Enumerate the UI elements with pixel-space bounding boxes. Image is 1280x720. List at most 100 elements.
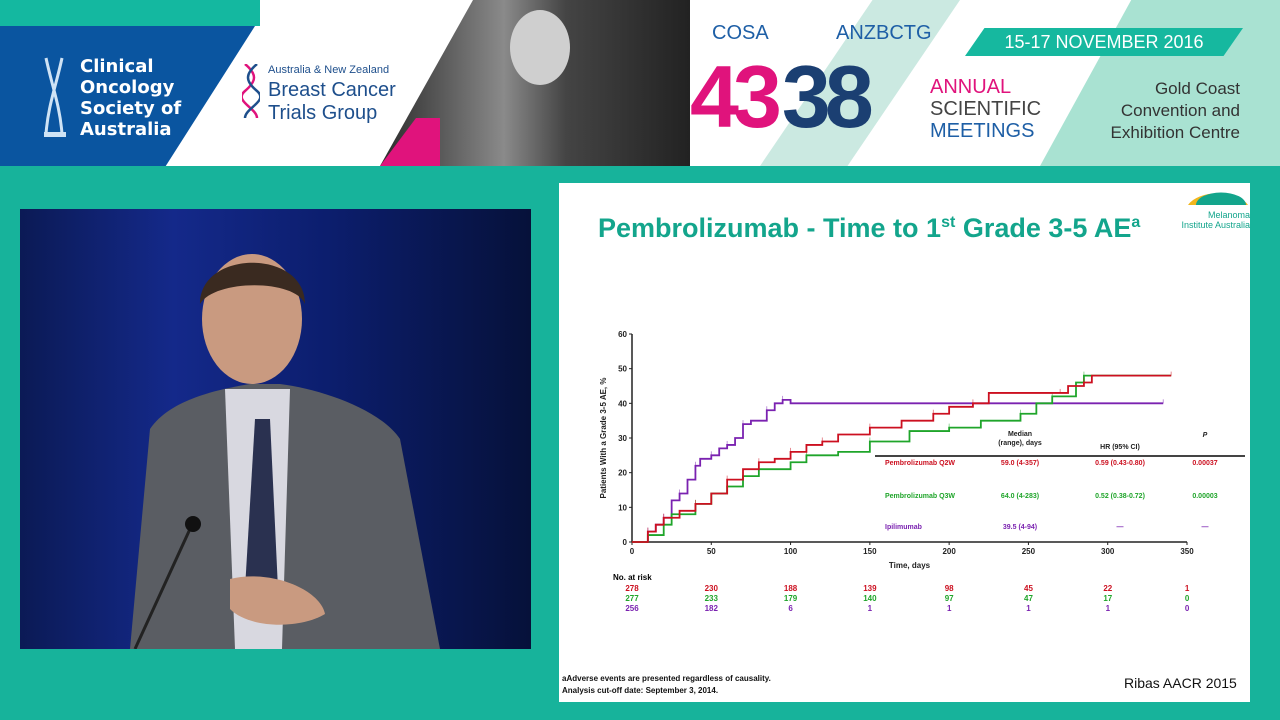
table-cell-median: 59.0 (4-357) [1000, 460, 1040, 467]
number-38: 38 [781, 47, 874, 146]
table-cell-hr: — [1116, 524, 1124, 531]
anzbctg-name: Breast Cancer Trials Group [268, 79, 396, 125]
series-line-pembrolizumab-q3w [632, 374, 1172, 543]
at-risk-value: 22 [1103, 584, 1113, 593]
org-line: Oncology [80, 77, 175, 98]
x-axis-label: Time, days [889, 561, 931, 570]
at-risk-value: 277 [625, 594, 639, 603]
at-risk-value: 1 [946, 604, 952, 613]
footnote-line: aAdverse events are presented regardless… [562, 674, 771, 683]
x-tick-label: 0 [630, 547, 635, 556]
venue: Gold Coast Convention and Exhibition Cen… [1100, 78, 1240, 144]
meeting-line: SCIENTIFIC [930, 98, 1042, 120]
y-axis-label: Patients With a Grade 3-5 AE, % [599, 378, 608, 499]
at-risk-value: 45 [1024, 584, 1033, 593]
meeting-date: 15-17 NOVEMBER 2016 [965, 28, 1243, 56]
at-risk-value: 97 [944, 594, 954, 603]
banner-teal-strip [0, 0, 260, 26]
at-risk-value: 1 [1105, 604, 1111, 613]
speaker-video [20, 209, 531, 649]
title-superscript: st [941, 214, 956, 231]
at-risk-value: 1 [1184, 584, 1190, 593]
footnote: aAdverse events are presented regardless… [562, 673, 771, 697]
at-risk-value: 1 [867, 604, 873, 613]
table-cell-p: — [1201, 524, 1209, 531]
at-risk-value: 256 [625, 604, 639, 613]
x-tick-label: 50 [707, 547, 716, 556]
table-cell-median: 64.0 (4-283) [1000, 493, 1040, 500]
y-tick-label: 50 [618, 365, 627, 374]
at-risk-value: 179 [783, 594, 798, 603]
table-cell-name: Ipilimumab [885, 524, 922, 531]
series-line-ipilimumab [632, 398, 1164, 543]
x-tick-label: 250 [1022, 547, 1036, 556]
km-chart: 0 10 20 30 40 50 60 0 50 100 150 200 250 300 350 Time, … [599, 330, 1194, 570]
table-cell-name: Pembrolizumab Q2W [885, 460, 956, 467]
table-cell-name: Pembrolizumab Q3W [885, 493, 956, 500]
title-text: Grade 3-5 AE [955, 213, 1132, 243]
cosa-org-name: Clinical Oncology Society of Australia [80, 56, 181, 140]
conference-banner: Clinical Oncology Society of Australia A… [0, 0, 1280, 166]
at-risk-value: 17 [1103, 594, 1113, 603]
at-risk-label: No. at risk [613, 573, 652, 582]
speaker-image [130, 254, 440, 649]
at-risk-value: 140 [863, 594, 877, 603]
y-tick-label: 10 [618, 503, 627, 512]
org-line: Australia [80, 119, 172, 140]
venue-line: Convention and [1120, 101, 1240, 120]
footnote-line: Analysis cut-off date: September 3, 2014… [562, 686, 719, 695]
logo-line: Melanoma [1207, 210, 1250, 220]
venue-line: Gold Coast [1154, 79, 1240, 98]
y-tick-label: 0 [623, 538, 628, 547]
cosa-label: COSA [712, 22, 769, 44]
table-header-hr: HR (95% CI) [1100, 444, 1140, 451]
at-risk-value: 98 [944, 584, 954, 593]
y-tick-label: 20 [618, 469, 627, 478]
at-risk-value: 233 [704, 594, 718, 603]
citation: Ribas AACR 2015 [1124, 675, 1237, 691]
org-line: Society of [80, 98, 182, 119]
y-tick-label: 60 [618, 330, 627, 339]
at-risk-value: 0 [1184, 594, 1190, 603]
table-cell-p: 0.00003 [1192, 493, 1218, 500]
table-header-p: P [1202, 432, 1208, 439]
meeting-line: ANNUAL [930, 76, 1012, 98]
number-43: 43 [690, 47, 782, 146]
table-cell-hr: 0.59 (0.43-0.80) [1095, 460, 1145, 467]
at-risk-value: 0 [1184, 604, 1190, 613]
table-cell-p: 0.00037 [1192, 460, 1218, 467]
at-risk-value: 188 [783, 584, 798, 593]
presentation-slide [559, 183, 1250, 702]
meeting-numbers: 4338 [690, 46, 874, 147]
sunrise-logo-icon [1188, 192, 1248, 205]
x-tick-label: 200 [942, 547, 956, 556]
org-line: Breast Cancer [268, 79, 396, 101]
series-line-pembrolizumab-q2w [632, 374, 1172, 543]
x-tick-label: 300 [1101, 547, 1115, 556]
at-risk-value: 6 [788, 604, 793, 613]
x-tick-label: 350 [1180, 547, 1194, 556]
anzbctg-label: ANZBCTG [836, 22, 932, 44]
venue-line: Exhibition Centre [1110, 123, 1240, 142]
table-rule [875, 455, 1245, 457]
table-cell-median: 39.5 (4-94) [1002, 524, 1038, 531]
anzbctg-subtitle: Australia & New Zealand [268, 64, 390, 76]
meeting-title: ANNUAL SCIENTIFIC MEETINGS [930, 76, 1041, 142]
logo-line: Institute Australia [1181, 220, 1250, 230]
at-risk-value: 139 [863, 584, 877, 593]
y-tick-label: 40 [618, 399, 627, 408]
dna-logo-icon [242, 64, 260, 118]
x-tick-label: 150 [863, 547, 877, 556]
table-cell-hr: 0.52 (0.38-0.72) [1095, 493, 1145, 500]
meeting-line: MEETINGS [930, 120, 1035, 142]
org-line: Clinical [80, 56, 154, 77]
melanoma-institute-logo: Melanoma Institute Australia [1160, 185, 1250, 230]
audience-member-image [510, 10, 570, 85]
cosa-logo-icon [44, 57, 66, 137]
org-line: Trials Group [268, 102, 378, 124]
at-risk-value: 47 [1024, 594, 1033, 603]
title-text: Pembrolizumab - Time to 1 [598, 213, 942, 243]
title-superscript: a [1131, 214, 1141, 231]
at-risk-value: 278 [625, 584, 639, 593]
y-tick-label: 30 [618, 434, 627, 443]
